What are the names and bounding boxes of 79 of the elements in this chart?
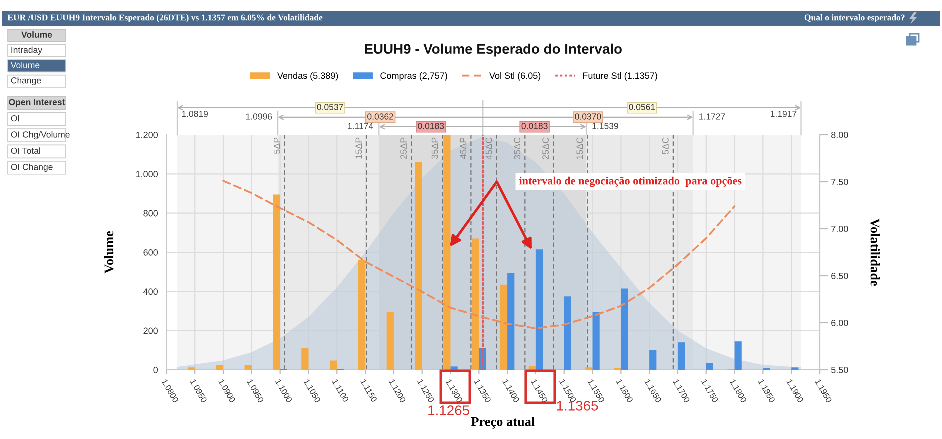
ref-line-label: 25ΔP [400, 138, 407, 159]
text: 1.1539 [592, 123, 618, 130]
ref-line-label: 5ΔP [274, 138, 280, 154]
bar [678, 342, 686, 370]
ref-line-label: 45ΔP [460, 138, 467, 160]
band-label: 0.0183 [522, 123, 548, 130]
bar [216, 365, 224, 370]
text: 1.1365 [557, 401, 598, 411]
bar [358, 260, 366, 370]
ref-line-label: 25ΔC [542, 138, 550, 160]
text: EUR /USD EUUH9 Intervalo Esperado (26DTE) vs 1.1357 em 6.05% de Volatilidade [8, 14, 323, 22]
ref-line-label: 35ΔP [432, 138, 438, 160]
y2-tick-label: 8.00 [832, 132, 848, 138]
y-tick-label: 800 [144, 210, 158, 217]
ref-line-label: 15ΔC [576, 138, 584, 160]
bar [386, 312, 394, 370]
text: 1.1174 [348, 123, 374, 130]
band-label: 0.0370 [575, 114, 602, 120]
band-label: 0.0537 [317, 104, 344, 110]
text: OI Change [11, 164, 53, 172]
bar [444, 135, 451, 370]
legend-label: Vol Stl (6.05) [490, 72, 541, 81]
bar [508, 273, 515, 370]
bar [536, 250, 544, 370]
text: OI Total [11, 148, 40, 154]
bar [706, 363, 714, 370]
bar [415, 162, 422, 370]
bar [472, 238, 480, 370]
bar [244, 365, 252, 370]
y2-tick-label: 7.00 [832, 226, 848, 232]
y-tick-label: 1,000 [136, 171, 158, 179]
text: OI [11, 115, 20, 122]
bar [273, 194, 280, 370]
bar [500, 284, 508, 370]
legend-label: Future Stl (1.1357) [583, 72, 658, 81]
ref-line-label: 35ΔC [514, 138, 521, 160]
y2-axis-title: Volatilidade [870, 218, 880, 286]
y-tick-label: 600 [144, 249, 158, 256]
y2-tick-label: 7.50 [832, 178, 848, 186]
text: Volume [22, 32, 52, 38]
legend-label: Compras (2,757) [380, 72, 448, 81]
y-tick-label: 400 [144, 288, 158, 296]
y-tick-label: 200 [144, 328, 158, 334]
y-axis-title: Volume [104, 231, 114, 274]
band-label: 0.0183 [418, 123, 444, 130]
bar [302, 348, 309, 370]
bar [621, 288, 628, 370]
text: 1.1727 [700, 114, 726, 120]
text: 1.0996 [246, 114, 272, 120]
text: Change [11, 77, 42, 86]
ref-line-label: 15ΔP [356, 138, 362, 159]
text: Qual o intervalo esperado? [804, 14, 905, 22]
x-axis-title: Preço atual [471, 417, 535, 429]
y2-tick-label: 5.50 [831, 366, 848, 374]
bar [734, 342, 742, 370]
bar [330, 360, 338, 370]
y-tick-label: 0 [154, 366, 158, 374]
ref-line-label: 5ΔC [662, 138, 669, 155]
y2-tick-label: 6.00 [832, 320, 848, 326]
text: Volume [10, 62, 40, 68]
legend-label: Vendas (5.389) [277, 72, 338, 81]
text: 1.0819 [182, 111, 208, 118]
annotation: intervalo de negociação otimizado para opções [519, 176, 742, 188]
band-label: 0.0561 [629, 104, 656, 110]
y-tick-label: 1,200 [136, 132, 158, 140]
bar [450, 366, 458, 370]
y2-tick-label: 6.50 [832, 272, 848, 280]
band-label: 0.0362 [368, 114, 394, 120]
text: OI Chg/Volume [11, 131, 70, 140]
bar [592, 312, 600, 370]
bar [528, 366, 536, 370]
ref-line-label: 45ΔC [486, 138, 492, 160]
text: 1.1917 [770, 111, 797, 118]
text: Intraday [12, 46, 42, 55]
bar [564, 296, 572, 370]
text: Open Interest [9, 99, 66, 108]
text: 1.1265 [428, 406, 470, 416]
bar [650, 350, 657, 370]
chart-title: EUUH9 - Volume Esperado do Intervalo [365, 44, 622, 57]
